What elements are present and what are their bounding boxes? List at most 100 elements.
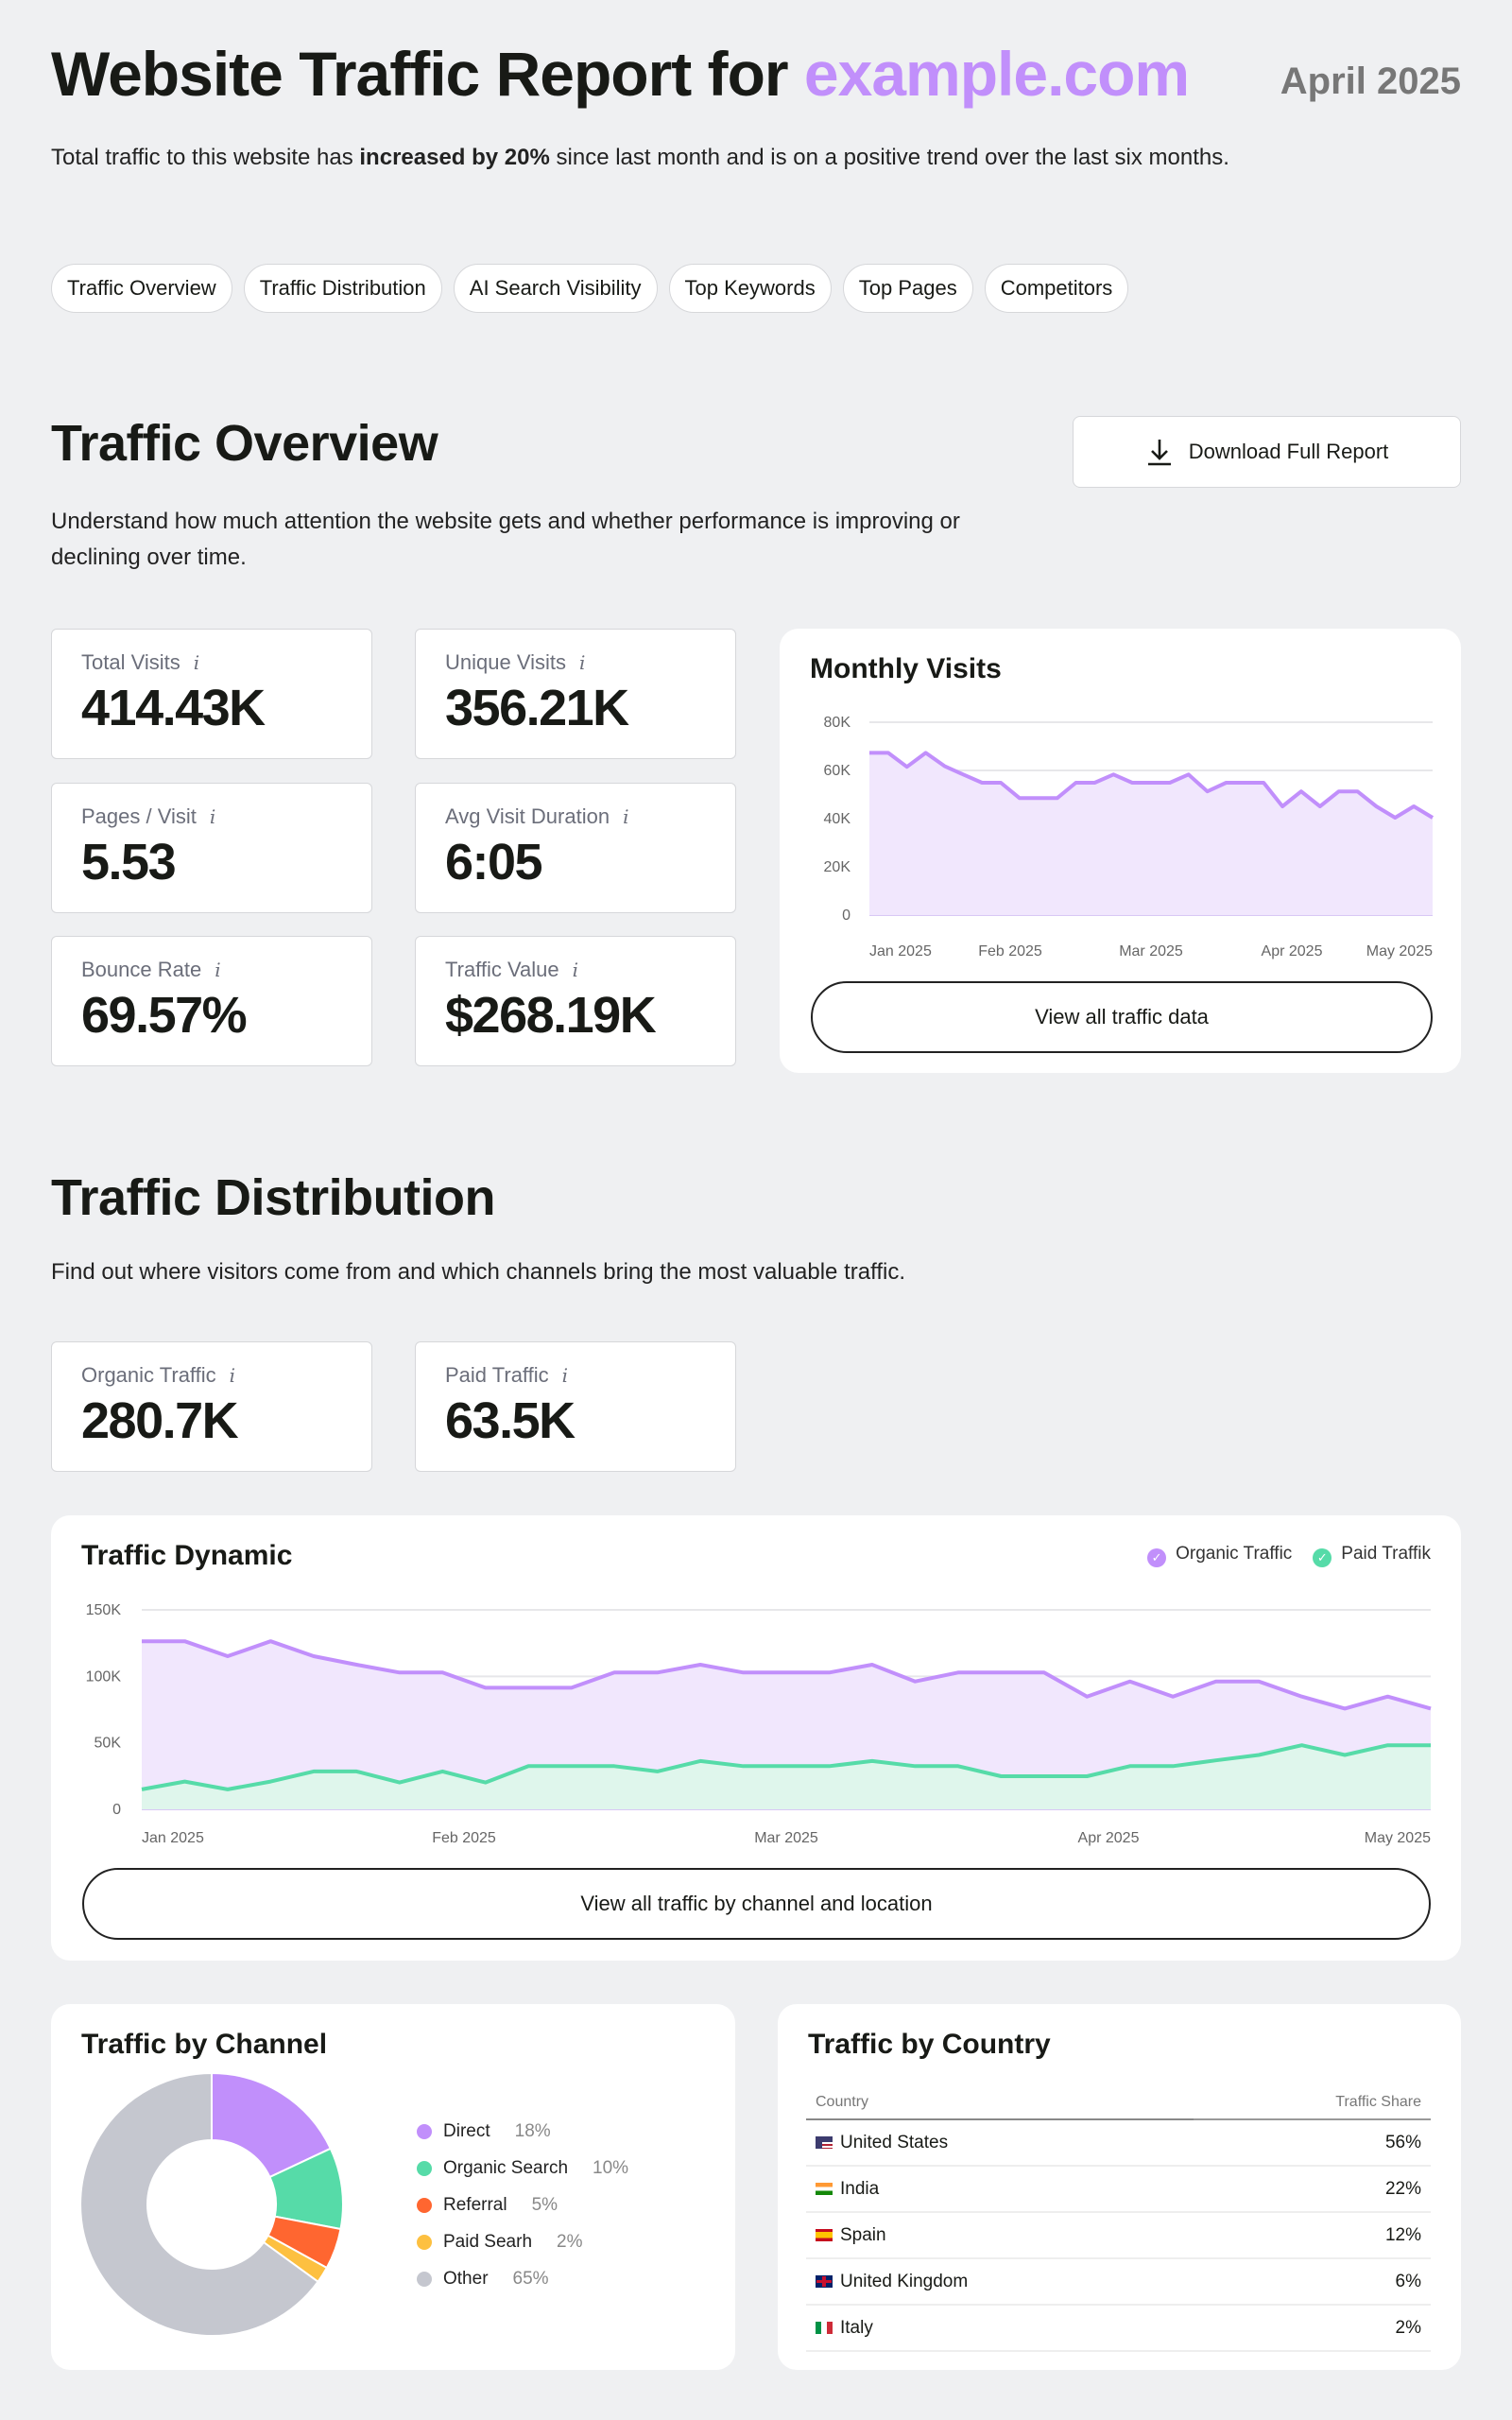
legend-dot [417,2272,432,2287]
x-tick-label: Feb 2025 [432,1830,496,1846]
table-row: India 22% [806,2166,1431,2213]
italy-flag-icon [816,2321,833,2334]
pie-slice-direct [211,2071,333,2179]
x-tick-label: Mar 2025 [754,1830,818,1846]
info-icon[interactable]: i [209,805,216,828]
section-title-overview: Traffic Overview [51,415,438,472]
info-icon[interactable]: i [572,959,579,981]
legend-dot [417,2198,432,2213]
series-line [141,1743,1431,1791]
kpi-avg-visit-duration: Avg Visit Duration i 6:05 [415,783,736,913]
x-tick-label: Jan 2025 [869,943,932,959]
x-tick-label: Mar 2025 [1119,943,1183,959]
series-area [142,1641,1431,1809]
legend-item: Referral 5% [417,2194,558,2217]
title-text: Website Traffic Report for [51,39,804,109]
y-tick-label: 150K [86,1602,122,1618]
table-row: United Kingdom 6% [806,2258,1431,2306]
chart-title: Monthly Visits [810,653,1002,684]
kpi-pages-per-visit: Pages / Visit i 5.53 [51,783,372,913]
overview-description: Understand how much attention the websit… [51,509,960,570]
download-label: Download Full Report [1188,440,1389,463]
kpi-bounce-rate: Bounce Rate i 69.57% [51,936,372,1066]
view-all-traffic-button[interactable]: View all traffic data [811,981,1433,1053]
view-all-channel-location-button[interactable]: View all traffic by channel and location [82,1868,1431,1940]
kpi-paid-traffic: Paid Traffic i 63.5K [415,1341,736,1472]
legend-dot [417,2235,432,2250]
column-header-country: Country [806,2085,1194,2120]
report-date: April 2025 [1280,60,1461,102]
kpi-total-visits: Total Visits i 414.43K [51,629,372,759]
spain-flag-icon [816,2228,833,2241]
page-title: Website Traffic Report for example.com [51,38,1190,110]
info-icon[interactable]: i [229,1364,236,1387]
intro-text: Total traffic to this website has increa… [51,145,1229,170]
legend-dot [417,2124,432,2139]
distribution-description: Find out where visitors come from and wh… [51,1259,905,1285]
india-flag-icon [816,2182,833,2195]
nav-ai-search-visibility[interactable]: AI Search Visibility [453,264,658,313]
legend-paid[interactable]: ✓ Paid Traffik [1313,1544,1431,1567]
series-line [142,1639,1432,1711]
legend-item: Organic Search 10% [417,2157,628,2180]
y-tick-label: 0 [112,1802,121,1818]
legend-dot [417,2161,432,2176]
country-table: Country Traffic Share United States 56% In… [806,2085,1431,2352]
chart-title: Traffic by Channel [81,2029,328,2060]
traffic-dynamic-chart: 150K 100K 50K 0 Jan 2025 Feb 2025 Mar 2025 Apr … [86,1602,1432,1846]
info-icon[interactable]: i [623,805,629,828]
us-flag-icon [816,2135,833,2149]
chart-title: Traffic Dynamic [81,1540,293,1571]
download-report-button[interactable]: Download Full Report [1073,416,1461,488]
legend-item: Direct 18% [417,2120,551,2143]
nav-traffic-overview[interactable]: Traffic Overview [51,264,232,313]
nav-traffic-distribution[interactable]: Traffic Distribution [243,264,442,313]
info-icon[interactable]: i [579,651,586,674]
y-tick-label: 0 [842,908,850,924]
uk-flag-icon [816,2274,833,2288]
x-tick-label: May 2025 [1365,1830,1431,1846]
domain-link[interactable]: example.com [803,39,1190,109]
nav-top-pages[interactable]: Top Pages [842,264,973,313]
legend-item: Paid Searh 2% [417,2231,582,2254]
nav-competitors[interactable]: Competitors [984,264,1129,313]
nav-top-keywords[interactable]: Top Keywords [668,264,832,313]
chart-legend: ✓ Organic Traffic ✓ Paid Traffik [1147,1544,1431,1567]
series-area [142,1745,1431,1809]
info-icon[interactable]: i [193,651,200,674]
x-tick-label: May 2025 [1366,943,1433,959]
y-tick-label: 60K [824,763,851,779]
y-tick-label: 20K [824,859,851,875]
y-tick-label: 80K [824,715,851,731]
pie-slice-other [79,2071,319,2337]
check-icon: ✓ [1313,1548,1332,1567]
x-tick-label: Feb 2025 [978,943,1042,959]
kpi-traffic-value: Traffic Value i $268.19K [415,936,736,1066]
y-tick-label: 50K [94,1736,122,1752]
traffic-by-channel-card: Traffic by Channel Direct 18% Organic Sear… [51,2004,735,2370]
table-row: United States 56% [806,2119,1431,2167]
y-tick-label: 100K [86,1668,122,1685]
section-title-distribution: Traffic Distribution [51,1169,496,1226]
x-tick-label: Apr 2025 [1078,1830,1140,1846]
y-tick-label: 40K [824,811,851,827]
column-header-share: Traffic Share [1194,2085,1431,2120]
traffic-dynamic-card: Traffic Dynamic ✓ Organic Traffic ✓ Paid T… [51,1515,1461,1961]
table-row: Italy 2% [806,2305,1431,2352]
check-icon: ✓ [1147,1548,1167,1567]
kpi-unique-visits: Unique Visits i 356.21K [415,629,736,759]
info-icon[interactable]: i [561,1364,569,1387]
series-area [869,752,1433,915]
kpi-organic-traffic: Organic Traffic i 280.7K [51,1341,372,1472]
x-tick-label: Apr 2025 [1262,943,1323,959]
legend-item: Other 65% [417,2268,549,2290]
info-icon[interactable]: i [215,959,221,981]
monthly-visits-card: Monthly Visits 80K 60K 40K 20K 0 Jan 2025 Feb … [780,629,1461,1073]
chart-title: Traffic by Country [808,2029,1051,2060]
series-line [869,751,1435,820]
legend-organic[interactable]: ✓ Organic Traffic [1147,1544,1292,1567]
download-icon [1147,440,1171,466]
traffic-by-country-card: Traffic by Country Country Traffic Share … [778,2004,1461,2370]
section-nav: Traffic Overview Traffic Distribution AI… [51,264,1129,313]
channel-donut-chart [79,2071,344,2337]
